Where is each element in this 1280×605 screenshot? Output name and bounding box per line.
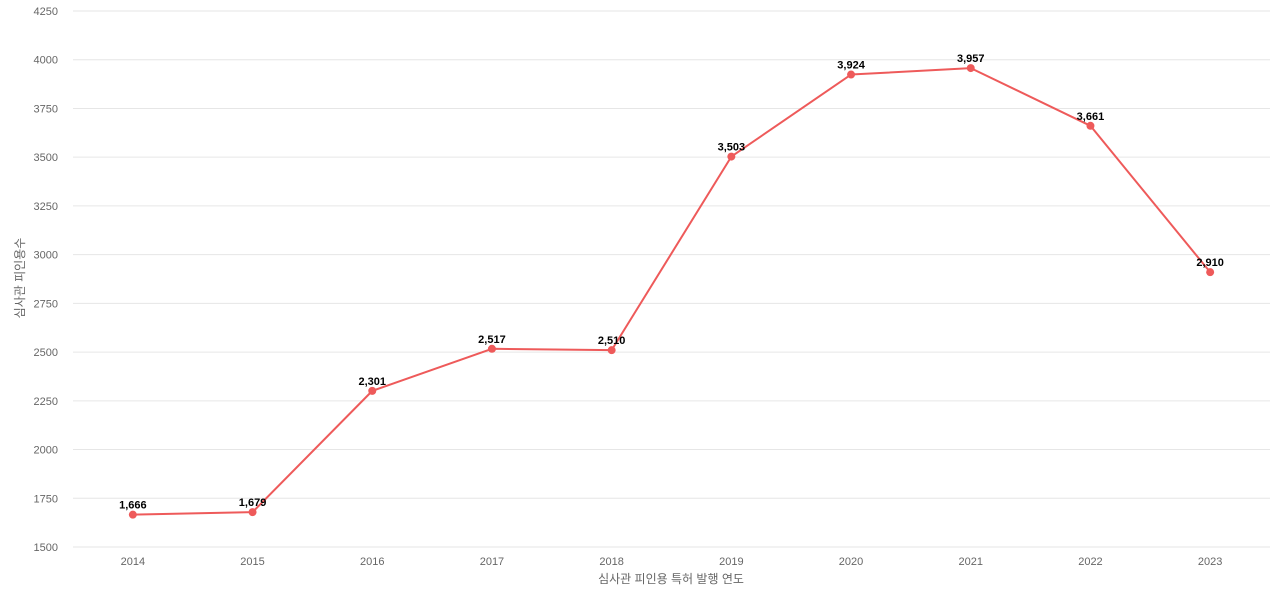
x-tick-label: 2018 bbox=[599, 556, 623, 568]
x-axis-ticks: 2014 2015 2016 2017 2018 2019 2020 2021 2022 2023 bbox=[121, 556, 1223, 568]
y-tick-label: 1750 bbox=[34, 493, 58, 505]
x-tick-label: 2016 bbox=[360, 556, 384, 568]
y-tick-label: 4000 bbox=[34, 55, 58, 67]
y-tick-label: 3000 bbox=[34, 250, 58, 262]
x-axis-title: 심사관 피인용 특허 발행 연도 bbox=[598, 571, 744, 586]
x-tick-label: 2023 bbox=[1198, 556, 1222, 568]
x-tick-label: 2019 bbox=[719, 556, 743, 568]
data-point[interactable] bbox=[487, 344, 496, 353]
y-tick-label: 2500 bbox=[34, 347, 58, 359]
y-tick-label: 3750 bbox=[34, 103, 58, 115]
y-tick-label: 2750 bbox=[34, 298, 58, 310]
x-tick-label: 2017 bbox=[480, 556, 504, 568]
data-label: 2,517 bbox=[478, 334, 506, 346]
x-tick-label: 2021 bbox=[959, 556, 983, 568]
data-labels: 1,666 1,679 2,301 2,517 2,510 3,503 3,924 3,957… bbox=[119, 53, 1224, 512]
data-point[interactable] bbox=[847, 70, 856, 79]
x-tick-label: 2022 bbox=[1078, 556, 1102, 568]
grid-layer bbox=[73, 10, 1270, 548]
data-label: 2,301 bbox=[358, 376, 386, 388]
data-label: 2,910 bbox=[1196, 257, 1224, 269]
y-tick-label: 2000 bbox=[34, 445, 58, 457]
data-point[interactable] bbox=[1206, 268, 1215, 277]
data-point[interactable] bbox=[368, 386, 377, 395]
data-point[interactable] bbox=[128, 510, 137, 519]
series-layer bbox=[128, 64, 1215, 519]
data-label: 3,503 bbox=[718, 142, 746, 154]
x-tick-label: 2020 bbox=[839, 556, 863, 568]
series-line bbox=[132, 67, 1211, 516]
data-point[interactable] bbox=[727, 152, 736, 161]
data-point[interactable] bbox=[1086, 121, 1095, 130]
y-axis-ticks: 1500 1750 2000 2250 2500 2750 3000 3250 3500 3750… bbox=[34, 6, 58, 554]
data-point[interactable] bbox=[607, 346, 616, 355]
data-point[interactable] bbox=[966, 64, 975, 73]
data-label: 1,666 bbox=[119, 500, 147, 512]
data-label: 1,679 bbox=[239, 497, 267, 509]
data-label: 3,957 bbox=[957, 53, 985, 65]
y-axis-title: 심사관 피인용수 bbox=[13, 238, 27, 319]
y-tick-label: 3500 bbox=[34, 152, 58, 164]
data-label: 3,661 bbox=[1077, 111, 1105, 123]
data-label: 2,510 bbox=[598, 335, 626, 347]
y-tick-label: 2250 bbox=[34, 396, 58, 408]
y-tick-label: 1500 bbox=[34, 542, 58, 554]
x-tick-label: 2015 bbox=[240, 556, 264, 568]
data-point[interactable] bbox=[248, 508, 257, 517]
x-tick-label: 2014 bbox=[121, 556, 145, 568]
y-tick-label: 4250 bbox=[34, 6, 58, 18]
y-tick-label: 3250 bbox=[34, 201, 58, 213]
data-label: 3,924 bbox=[837, 60, 865, 72]
